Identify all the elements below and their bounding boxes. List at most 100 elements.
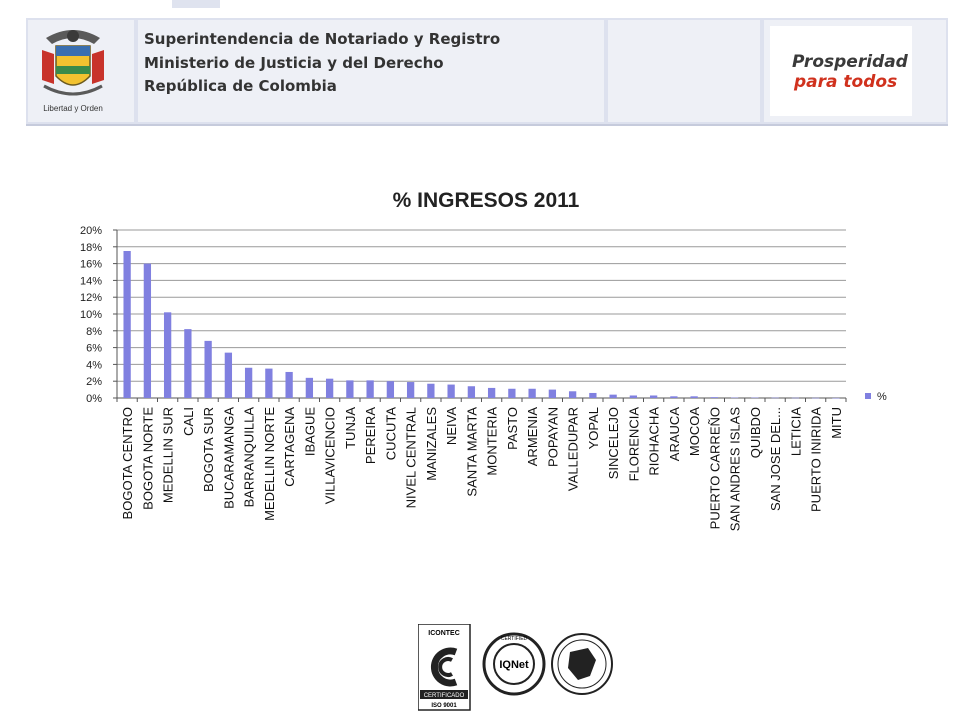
bar [548, 389, 557, 398]
icontec-std: ISO 9001 [431, 703, 457, 709]
header-blank-cell [608, 20, 760, 122]
bar [771, 397, 779, 399]
coat-motto: Libertad y Orden [43, 104, 103, 113]
icontec-sub: CERTIFICADO [424, 693, 465, 699]
bar [629, 395, 638, 398]
bar [184, 329, 192, 398]
bar [285, 371, 293, 398]
bar [427, 383, 435, 398]
x-tick-label: BARRANQUILLA [242, 407, 257, 508]
iqnet-sub: CERTIFIED [501, 636, 528, 642]
org-name: Superintendencia de Notariado y Registro [144, 30, 501, 48]
bar [366, 380, 374, 398]
x-tick-label: PASTO [505, 407, 520, 450]
y-tick-label: 4% [86, 359, 102, 371]
x-tick-label: NEIVA [444, 407, 459, 445]
icontec-label: ICONTEC [428, 630, 460, 637]
bar [832, 397, 840, 399]
certification-logos: ICONTEC CERTIFICADO ISO 9001 IQNet CERTI… [417, 623, 614, 720]
x-tick-label: PEREIRA [363, 407, 378, 464]
y-tick-label: 12% [80, 292, 102, 304]
coat-of-arms-icon: Libertad y Orden [36, 24, 110, 116]
legend-label: % [877, 391, 887, 403]
x-tick-label: BOGOTA CENTRO [120, 407, 135, 519]
x-tick-label: BOGOTA SUR [201, 407, 216, 492]
bar [143, 263, 152, 398]
y-tick-label: 14% [80, 275, 102, 287]
bar [265, 368, 273, 398]
bar [508, 388, 516, 398]
x-tick-label: VILLAVICENCIO [323, 407, 338, 504]
iqnet-logo-icon: IQNet CERTIFIED [482, 632, 546, 696]
bar [467, 386, 476, 398]
bar [649, 395, 658, 398]
bar [589, 392, 597, 398]
bar [710, 397, 719, 398]
bar [568, 391, 577, 398]
x-tick-label: ARMENIA [525, 407, 540, 467]
bar [123, 251, 131, 398]
icontec-logo-icon: ICONTEC CERTIFICADO ISO 9001 [417, 623, 471, 711]
bar [204, 340, 212, 398]
bar [346, 380, 354, 398]
bar [244, 367, 253, 398]
iqnet-label: IQNet [499, 659, 529, 671]
x-tick-label: IBAGUE [302, 407, 317, 456]
coat-of-arms-cell: Libertad y Orden [28, 20, 134, 122]
prosperidad-logo: Prosperidad para todos [770, 26, 912, 116]
legend-swatch [865, 393, 871, 399]
x-tick-label: NIVEL CENTRAL [404, 407, 419, 508]
x-tick-label: FLORENCIA [626, 407, 641, 482]
x-tick-label: MOCOA [687, 407, 702, 456]
x-tick-label: LETICIA [788, 407, 803, 456]
x-tick-label: SANTA MARTA [464, 407, 479, 497]
brand-cell: Prosperidad para todos [764, 20, 946, 122]
bar [690, 396, 698, 398]
top-tab [172, 0, 220, 8]
x-tick-label: CALI [181, 407, 196, 436]
country-name: República de Colombia [144, 77, 337, 95]
chart-title: % INGRESOS 2011 [393, 189, 580, 212]
y-tick-label: 16% [80, 259, 102, 271]
y-tick-label: 6% [86, 343, 102, 355]
x-tick-label: QUIBDO [748, 407, 763, 458]
income-bar-chart: % INGRESOS 2011 0% 2% 4% 6% 8% 10% 12% 14% 16% 18%… [80, 189, 887, 532]
bar [325, 378, 334, 398]
gp1000-seal-icon [551, 633, 613, 695]
x-tick-label: BUCARAMANGA [221, 407, 236, 509]
x-tick-label: MEDELLIN SUR [161, 407, 176, 503]
y-tick-label: 8% [86, 326, 102, 338]
x-tick-label: POPAYAN [545, 407, 560, 467]
bar [406, 382, 415, 398]
bar [305, 377, 314, 398]
y-tick-label: 10% [80, 309, 102, 321]
bar [528, 388, 536, 398]
x-tick-label: YOPAL [586, 407, 601, 449]
bar [791, 397, 800, 399]
bar [609, 394, 617, 398]
brand-line2: para todos [794, 72, 898, 92]
org-text-cell: Superintendencia de Notariado y Registro… [138, 20, 604, 122]
x-tick-label: MEDELLIN NORTE [262, 407, 277, 521]
x-tick-label: PUERTO CARREÑO [707, 407, 722, 529]
bar [811, 397, 820, 399]
x-tick-label: CUCUTA [383, 407, 398, 461]
x-tick-label: MONTERIA [485, 407, 500, 476]
x-tick-label: SINCELEJO [606, 407, 621, 479]
header-banner: Libertad y Orden Superintendencia de Not… [26, 18, 948, 126]
y-tick-label: 20% [80, 225, 102, 237]
x-tick-label: SAN ANDRES ISLAS [728, 407, 743, 532]
x-tick-label: ARAUCA [667, 407, 682, 462]
x-tick-label: CARTAGENA [282, 407, 297, 487]
x-tick-label: PUERTO INIRIDA [809, 407, 824, 512]
y-tick-label: 2% [86, 376, 102, 388]
top-strip [0, 0, 960, 18]
ministry-name: Ministerio de Justicia y del Derecho [144, 54, 444, 72]
bar [386, 381, 395, 398]
x-tick-label: MITU [829, 407, 844, 439]
bar [224, 352, 233, 398]
bar [730, 397, 739, 399]
x-tick-label: VALLEDUPAR [566, 407, 581, 491]
x-tick-label: MANIZALES [424, 407, 439, 481]
bar [447, 384, 455, 398]
